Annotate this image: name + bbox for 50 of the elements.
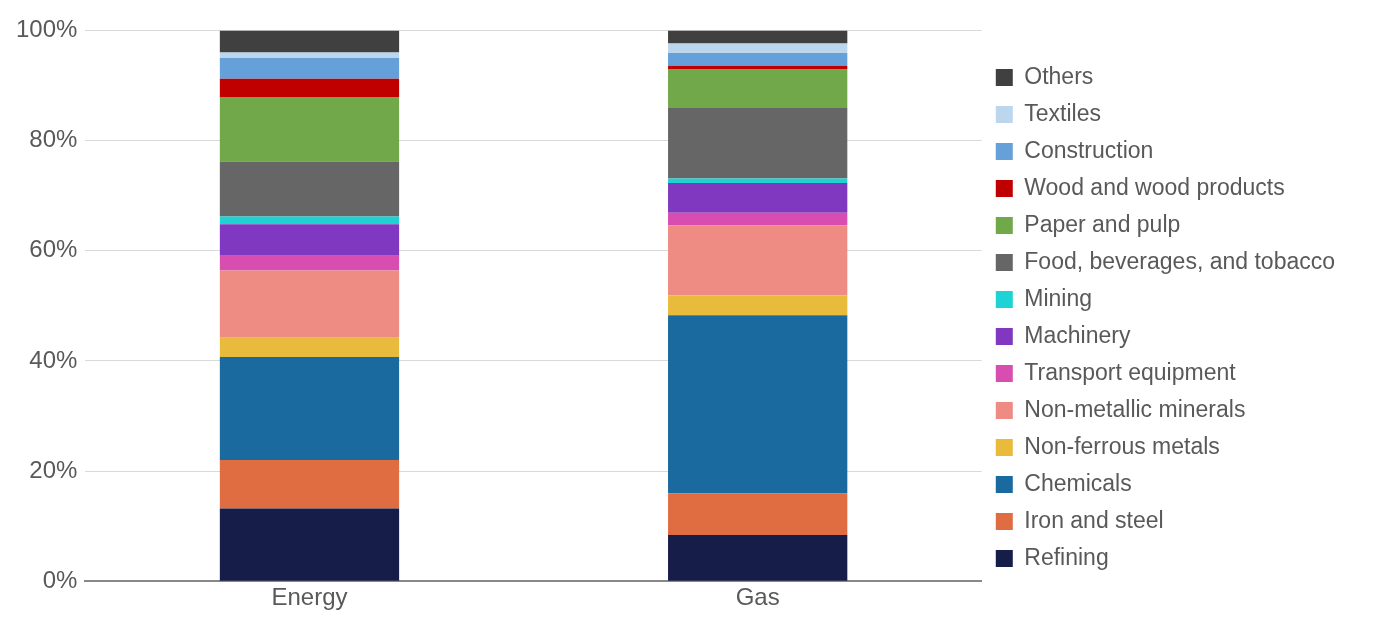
y-tick-label: 80% bbox=[29, 125, 78, 153]
bar bbox=[219, 78, 400, 98]
bar bbox=[668, 182, 848, 213]
y-tick-label: 60% bbox=[29, 235, 78, 263]
legend-label: Non-metallic minerals bbox=[1024, 395, 1246, 422]
y-tick-label: 100% bbox=[15, 15, 78, 43]
bar bbox=[668, 65, 848, 69]
bar bbox=[668, 295, 848, 316]
legend-label: Paper and pulp bbox=[1024, 210, 1181, 237]
bar bbox=[668, 493, 848, 535]
bar bbox=[219, 508, 400, 581]
bar bbox=[219, 97, 400, 162]
bar bbox=[219, 224, 400, 256]
bar bbox=[668, 68, 848, 109]
legend-label: Construction bbox=[1024, 136, 1154, 163]
y-tick-label: 20% bbox=[29, 455, 78, 483]
bar bbox=[219, 216, 400, 225]
legend-label: Mining bbox=[1024, 284, 1093, 311]
legend-label: Transport equipment bbox=[1024, 358, 1237, 385]
bar bbox=[219, 30, 400, 53]
legend-label: Refining bbox=[1024, 543, 1109, 570]
bar bbox=[219, 270, 400, 338]
bar bbox=[219, 357, 400, 461]
bar bbox=[219, 161, 400, 217]
legend-label: Textiles bbox=[1024, 99, 1101, 126]
x-tick-label: Energy bbox=[271, 583, 348, 611]
bar bbox=[668, 178, 848, 183]
bar bbox=[668, 315, 848, 494]
legend-label: Machinery bbox=[1024, 321, 1131, 348]
y-tick-label: 0% bbox=[42, 565, 78, 593]
legend-label: Others bbox=[1024, 62, 1094, 89]
bar bbox=[668, 52, 848, 66]
legend-label: Chemicals bbox=[1024, 469, 1132, 496]
bar bbox=[219, 337, 400, 358]
bar bbox=[668, 225, 848, 296]
bar bbox=[668, 43, 848, 53]
legend-label: Food, beverages, and tobacco bbox=[1024, 247, 1336, 274]
bar bbox=[668, 534, 848, 581]
x-tick-label: Gas bbox=[735, 583, 780, 611]
legend-label: Iron and steel bbox=[1024, 506, 1164, 533]
bar bbox=[219, 255, 400, 271]
bar bbox=[219, 57, 400, 79]
bar bbox=[668, 212, 848, 226]
bar bbox=[219, 460, 400, 509]
legend-label: Non-ferrous metals bbox=[1024, 432, 1220, 459]
bar bbox=[219, 52, 400, 58]
legend-label: Wood and wood products bbox=[1024, 173, 1285, 200]
bar bbox=[668, 30, 848, 44]
bar bbox=[668, 108, 848, 179]
y-tick-label: 40% bbox=[29, 345, 78, 373]
